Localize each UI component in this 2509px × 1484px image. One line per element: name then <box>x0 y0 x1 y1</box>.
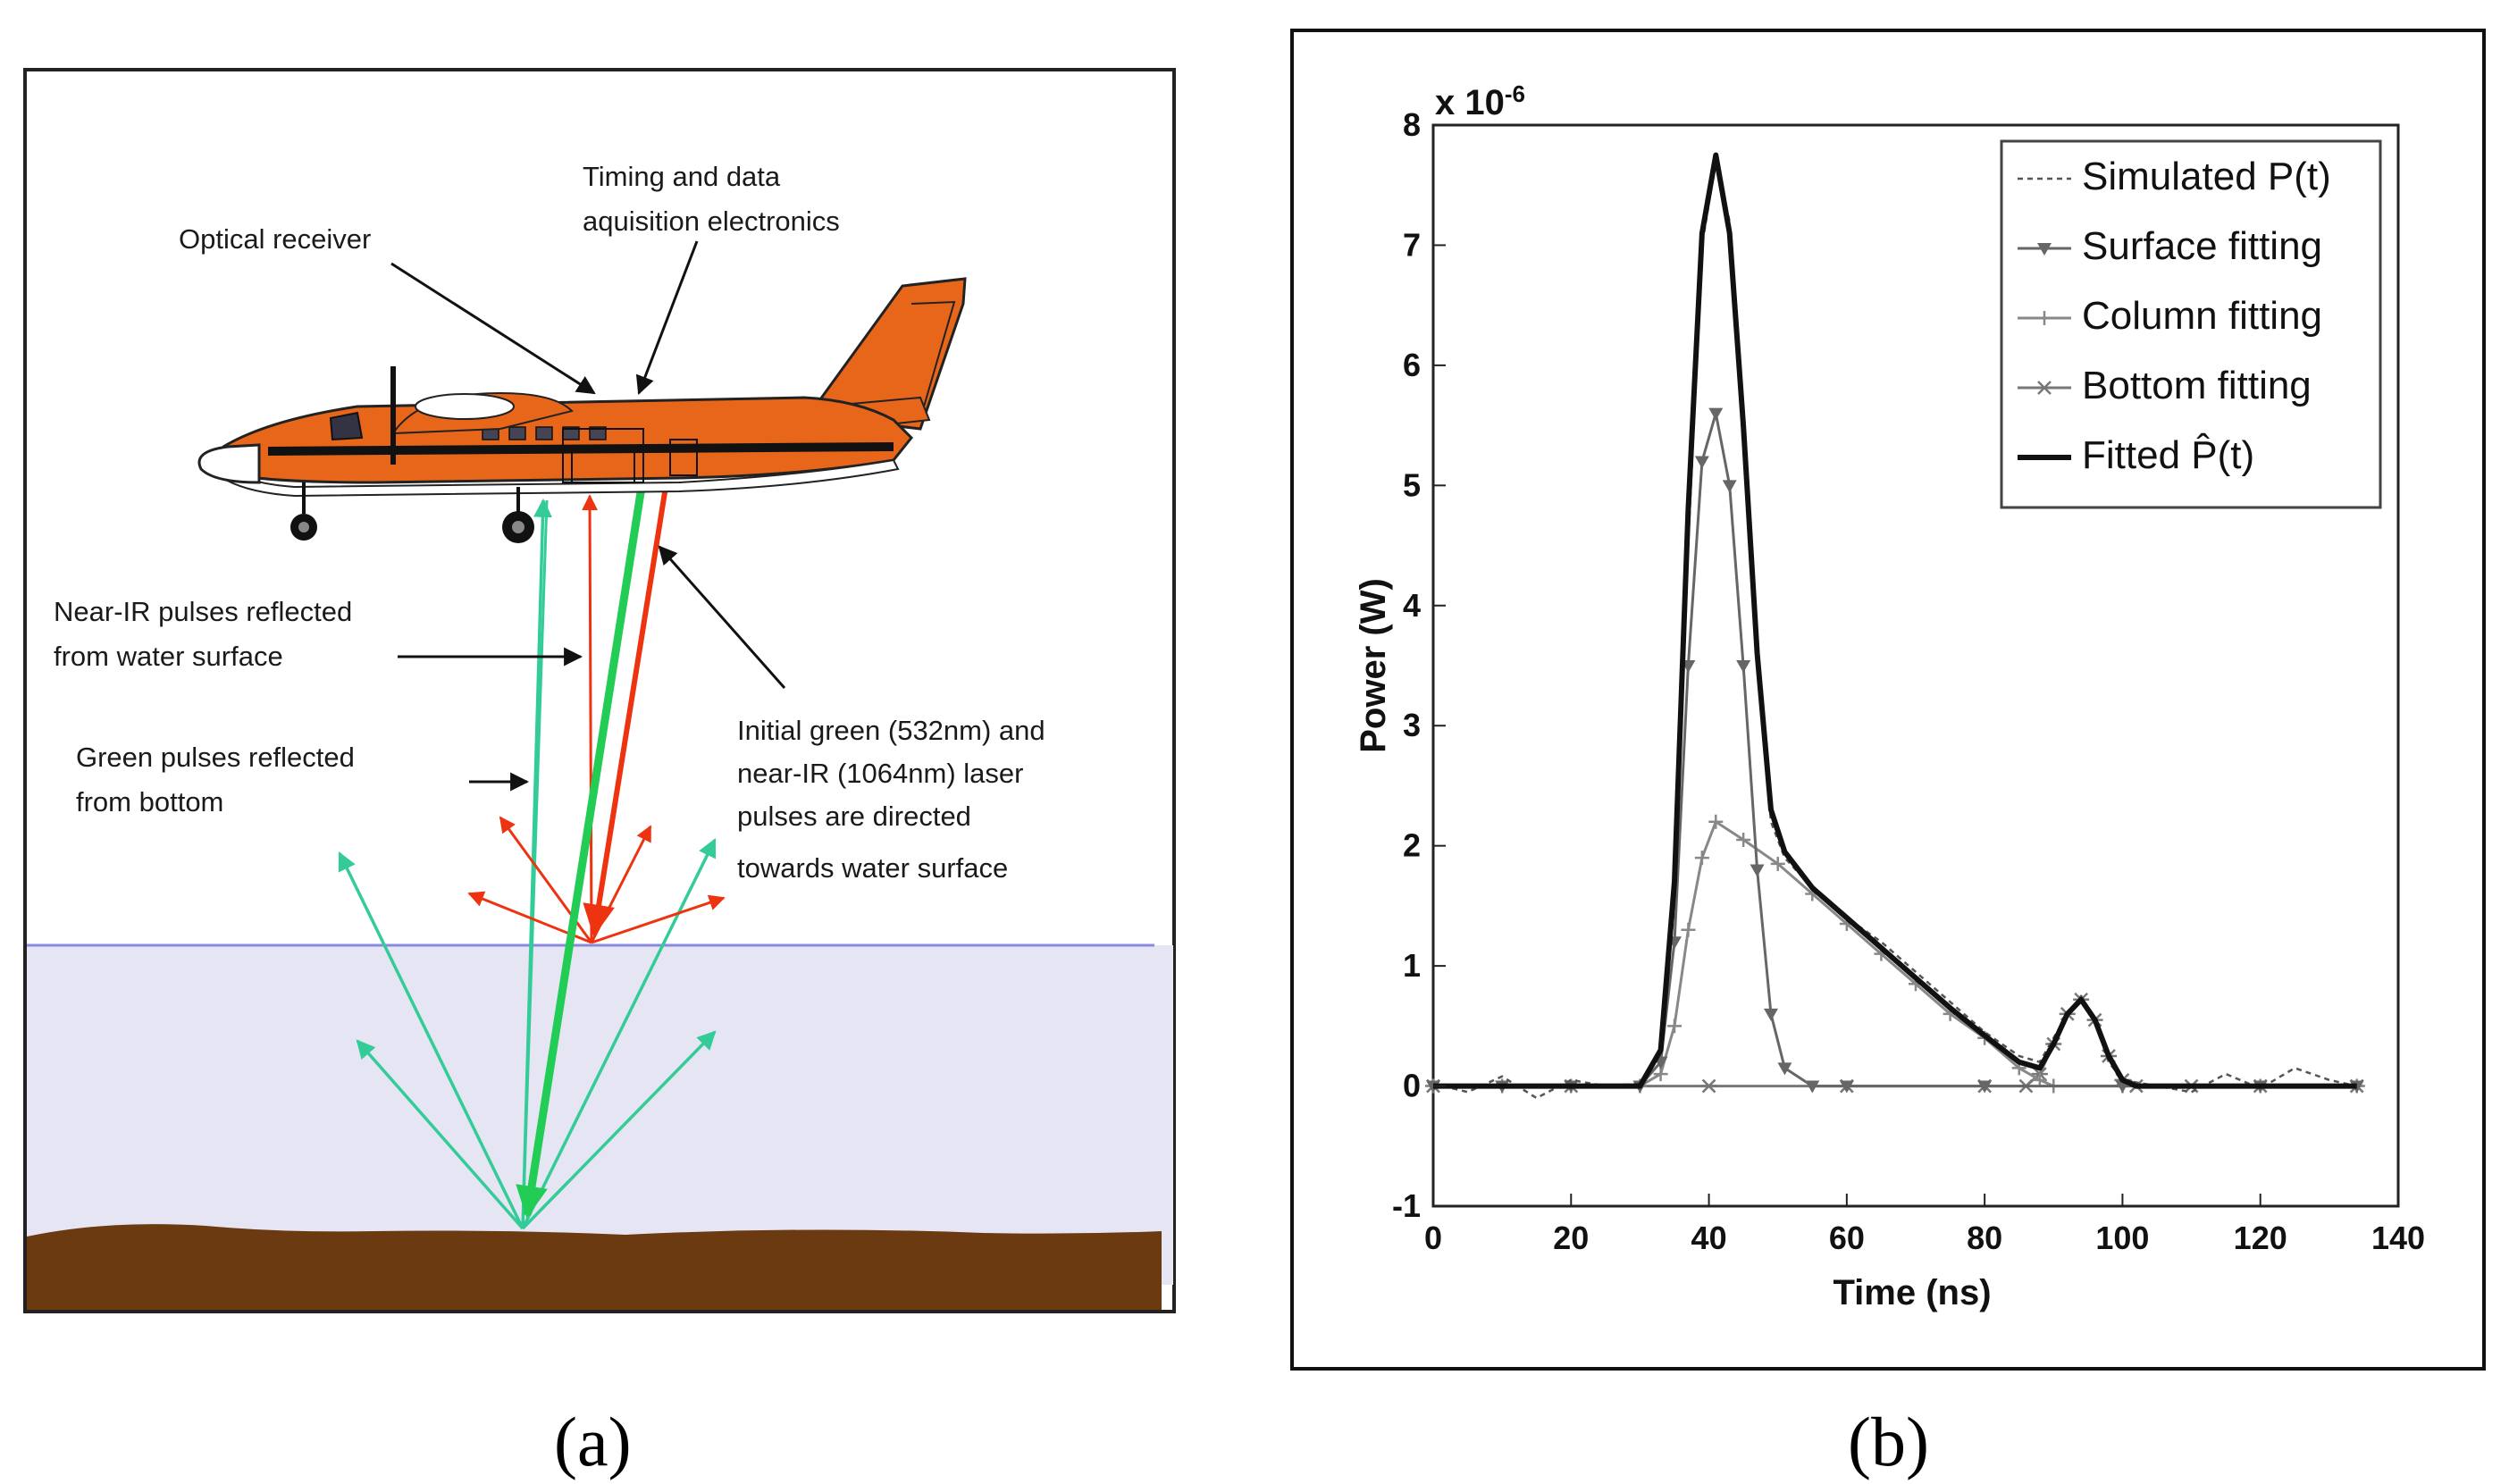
plot-series <box>1425 152 2365 1100</box>
x-axis-label: Time (ns) <box>1833 1273 1991 1312</box>
legend-label-1: Simulated P(t) <box>2082 155 2331 198</box>
label-timing-1: Timing and data <box>583 161 781 192</box>
series-2-point <box>1708 407 1724 421</box>
label-initial-3: pulses are directed <box>737 801 971 832</box>
y-tick-label: 3 <box>1403 707 1421 743</box>
plane-nose <box>197 443 261 484</box>
x-tick-label: 0 <box>1424 1220 1442 1256</box>
legend-marker-2 <box>2037 243 2052 256</box>
legend-marker-3 <box>2037 311 2052 325</box>
panel-a: Timing and data aquisition electronics O… <box>23 68 1176 1313</box>
series-2-point <box>1736 660 1751 673</box>
y-axis-label: Power (W) <box>1354 578 1393 753</box>
series-3-point <box>1681 922 1696 937</box>
x-tick-label: 100 <box>2095 1220 2149 1256</box>
y-tick-label: 0 <box>1403 1068 1421 1104</box>
y-tick-label: 4 <box>1403 587 1421 624</box>
x-tick-label: 80 <box>1967 1220 2002 1256</box>
x-tick-label: 20 <box>1553 1220 1589 1256</box>
y-exponent-power: -6 <box>1505 80 1525 107</box>
airplane <box>197 277 967 543</box>
x-tick-label: 120 <box>2234 1220 2287 1256</box>
series-2-point <box>1805 1080 1820 1094</box>
label-timing-2: aquisition electronics <box>583 205 840 237</box>
legend: Simulated P(t) Surface fitting Column fitt… <box>2000 139 2382 509</box>
optical-receiver-leader <box>390 262 596 395</box>
series-3-point <box>1694 851 1709 866</box>
series-3-point <box>1736 832 1751 847</box>
y-tick-label: 1 <box>1403 947 1421 984</box>
series-3-point <box>1770 856 1785 871</box>
legend-label-3: Column fitting <box>2082 294 2322 338</box>
series-3-point <box>1653 1067 1668 1082</box>
label-green-1: Green pulses reflected <box>76 742 355 773</box>
label-optical-receiver: Optical receiver <box>179 223 371 255</box>
y-tick-label: 8 <box>1403 106 1421 143</box>
series-2-point <box>1694 456 1709 469</box>
y-tick-label: 5 <box>1403 466 1421 503</box>
series-2-point <box>1839 1080 1854 1094</box>
x-tick-label: 40 <box>1691 1220 1727 1256</box>
label-nearir-2: from water surface <box>54 641 283 672</box>
series-3-point <box>1667 1019 1682 1034</box>
series-2-point <box>1722 480 1737 493</box>
series-line-5 <box>1433 152 2357 1089</box>
legend-box <box>2000 139 2382 509</box>
label-initial-4: towards water surface <box>737 852 1008 884</box>
series-2-point <box>1750 864 1765 877</box>
timing-leader <box>635 240 699 395</box>
series-2-point <box>1777 1062 1792 1076</box>
y-exponent: x 10-6 <box>1435 80 1525 122</box>
caption-a: (a) <box>554 1403 632 1480</box>
y-tick-label: 2 <box>1403 827 1421 864</box>
green-laser-beam <box>516 486 646 1219</box>
label-initial-1: Initial green (532nm) and <box>737 715 1045 746</box>
legend-label-2: Surface fitting <box>2082 224 2322 268</box>
legend-label-4: Bottom fitting <box>2082 364 2312 407</box>
series-2-point <box>1764 1008 1778 1021</box>
y-tick-label: 7 <box>1403 226 1421 263</box>
seabed <box>27 1224 1162 1310</box>
series-2-point <box>1977 1080 1993 1094</box>
series-4-point <box>1700 1078 1717 1094</box>
series-3-point <box>1708 814 1724 829</box>
x-tick-label: 60 <box>1829 1220 1865 1256</box>
label-nearir-1: Near-IR pulses reflected <box>54 596 352 627</box>
electronics-box <box>571 446 635 483</box>
initial-leader <box>658 545 786 689</box>
y-tick-label: -1 <box>1392 1187 1421 1224</box>
x-tick-label: 140 <box>2371 1220 2425 1256</box>
nearir-laser-beam <box>583 486 668 937</box>
legend-marker-4 <box>2036 381 2052 395</box>
label-green-2: from bottom <box>76 786 223 817</box>
legend-label-5: Fitted P̂(t) <box>2082 432 2254 477</box>
caption-b: (b) <box>1848 1403 1929 1480</box>
y-tick-label: 6 <box>1403 347 1421 383</box>
label-initial-2: near-IR (1064nm) laser <box>737 758 1023 789</box>
y-exponent-base: x 10 <box>1435 83 1505 122</box>
